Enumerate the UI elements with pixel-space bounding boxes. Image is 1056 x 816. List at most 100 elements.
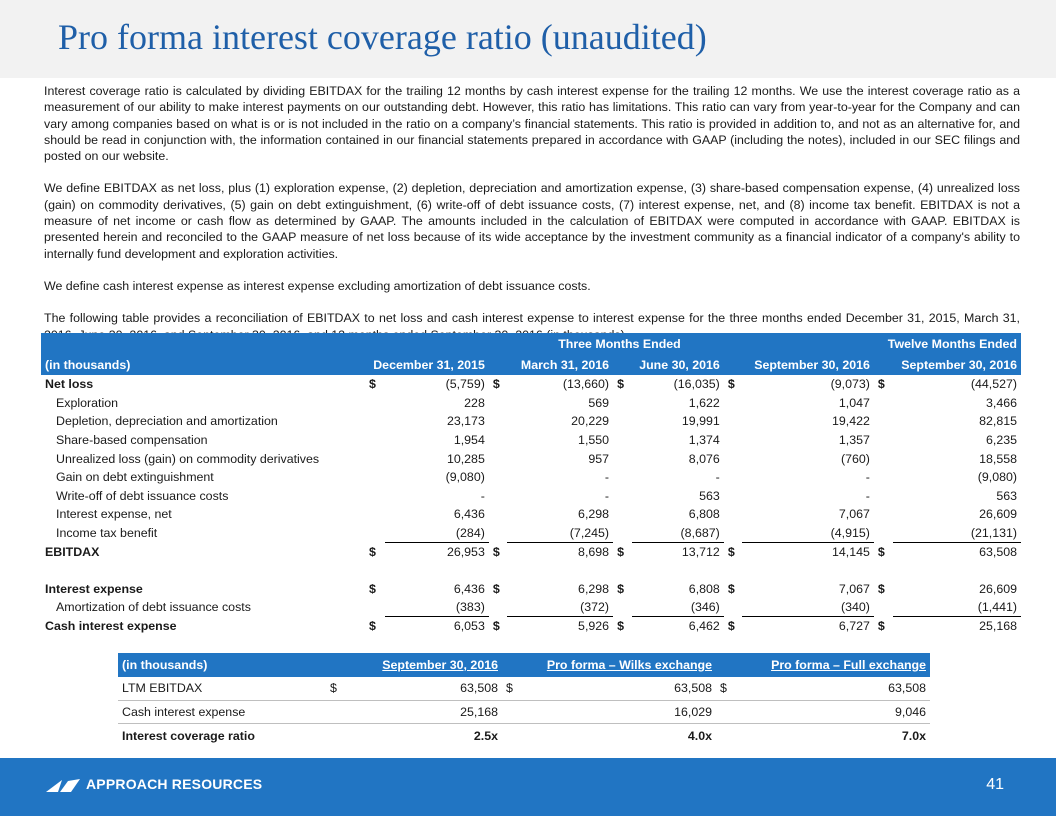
currency-symbol: [365, 468, 385, 487]
row-label: Amortization of debt issuance costs: [56, 600, 251, 615]
cell-value: 6,808: [688, 581, 720, 596]
cell-value: 16,029: [520, 700, 716, 724]
cell-value: (340): [840, 600, 870, 615]
column-header: December 31, 2015: [365, 354, 489, 375]
cell-value: 26,609: [979, 581, 1017, 596]
currency-symbol: [489, 505, 508, 524]
table-row: LTM EBITDAX $63,508 $63,508 $63,508: [118, 676, 930, 701]
row-label: Interest expense, net: [56, 507, 172, 522]
cell-value: 19,422: [832, 414, 870, 429]
cell-value: (8,687): [680, 525, 720, 540]
currency-symbol: $: [492, 581, 500, 596]
currency-symbol: [874, 598, 893, 617]
cell-value: (346): [690, 600, 720, 615]
cell-value: 1,954: [453, 433, 485, 448]
currency-symbol: $: [369, 377, 376, 392]
currency-symbol: [724, 394, 743, 413]
row-label: Gain on debt extinguishment: [56, 470, 214, 485]
table-row: Amortization of debt issuance costs (383)…: [41, 598, 1021, 617]
cell-value: 563: [699, 488, 720, 503]
cell-value: (44,527): [970, 377, 1017, 392]
currency-symbol: [874, 505, 893, 524]
table-row: Net loss $ (5,759) $ (13,660) $ (16,035) $ (9,07…: [41, 375, 1021, 394]
cell-value: 6,808: [688, 507, 720, 522]
cell-value: 563: [996, 488, 1017, 503]
currency-symbol: [365, 505, 385, 524]
table-row: Depletion, depreciation and amortization…: [41, 412, 1021, 431]
currency-symbol: [724, 431, 743, 450]
row-label: Exploration: [56, 395, 118, 410]
currency-symbol: [613, 431, 632, 450]
currency-symbol: [874, 412, 893, 431]
currency-symbol: [489, 468, 508, 487]
cell-value: 6,727: [742, 616, 874, 636]
ebitdax-reconciliation-table: Three Months Ended Twelve Months Ended (…: [41, 333, 1021, 636]
column-header-label: Pro forma – Wilks exchange: [546, 657, 712, 672]
currency-symbol: [716, 724, 734, 748]
currency-symbol: [489, 524, 508, 543]
currency-symbol: $: [617, 544, 624, 559]
cell-value: 26,609: [979, 507, 1017, 522]
currency-symbol: $: [727, 377, 735, 392]
currency-symbol: [365, 394, 385, 413]
table-row: Income tax benefit (284) (7,245) (8,687) (4,…: [41, 524, 1021, 543]
currency-symbol: [365, 449, 385, 468]
cell-value: 5,926: [507, 616, 614, 636]
unit-label: (in thousands): [41, 354, 366, 375]
table-row: Share-based compensation 1,954 1,550 1,374 1…: [41, 431, 1021, 450]
currency-symbol: [365, 431, 385, 450]
currency-symbol: $: [326, 676, 344, 701]
cell-value: -: [604, 470, 610, 485]
cell-value: 10,285: [446, 451, 485, 466]
group-header-twelve-months: Twelve Months Ended: [873, 333, 1021, 354]
cell-value: -: [865, 488, 870, 503]
cell-value: 63,508: [344, 676, 502, 701]
cell-value: 7,067: [838, 581, 870, 596]
row-label: Interest expense: [45, 581, 143, 596]
cell-value: 1,550: [578, 433, 610, 448]
cell-value: 26,953: [384, 541, 489, 561]
currency-symbol: [489, 449, 508, 468]
intro-text: Interest coverage ratio is calculated by…: [44, 83, 1020, 359]
cell-value: 1,357: [838, 433, 870, 448]
currency-symbol: [613, 487, 632, 506]
cell-value: 9,046: [734, 700, 930, 724]
table-row: EBITDAX $26,953 $8,698 $13,712 $14,145 $63,50…: [41, 541, 1021, 561]
column-header-label: September 30, 2016: [382, 657, 498, 672]
cell-value: 63,508: [520, 676, 716, 701]
cell-value: 957: [588, 451, 610, 466]
currency-symbol: [874, 487, 893, 506]
table-row: Write-off of debt issuance costs - - 563 - 56…: [41, 487, 1021, 506]
cell-value: (9,080): [977, 470, 1017, 485]
cell-value: 19,991: [681, 414, 720, 429]
currency-symbol: [326, 724, 344, 748]
currency-symbol: $: [877, 581, 885, 596]
cell-value: 7,067: [838, 507, 870, 522]
cell-value: 6,436: [453, 581, 485, 596]
currency-symbol: [613, 524, 632, 543]
spacer-row: [41, 561, 1021, 580]
currency-symbol: [874, 468, 893, 487]
cell-value: 20,229: [571, 414, 610, 429]
cell-value: 6,053: [384, 616, 489, 636]
cell-value: 25,168: [892, 616, 1021, 636]
intro-paragraph: Interest coverage ratio is calculated by…: [44, 84, 1020, 164]
cell-value: 8,076: [688, 451, 720, 466]
cell-value: 1,622: [688, 395, 720, 410]
currency-symbol: $: [369, 581, 376, 596]
currency-symbol: [874, 394, 893, 413]
column-header: June 30, 2016: [613, 354, 724, 375]
row-label: Write-off of debt issuance costs: [56, 488, 229, 503]
currency-symbol: $: [617, 581, 624, 596]
intro-paragraph: We define EBITDAX as net loss, plus (1) …: [44, 181, 1020, 261]
cell-value: 63,508: [734, 676, 930, 701]
column-header-label: Pro forma – Full exchange: [771, 657, 926, 672]
cell-value: 14,145: [742, 541, 874, 561]
currency-symbol: [613, 505, 632, 524]
cell-value: 63,508: [892, 541, 1021, 561]
cell-value: -: [604, 488, 610, 503]
row-label: LTM EBITDAX: [118, 676, 326, 701]
page-title: Pro forma interest coverage ratio (unaud…: [58, 17, 707, 57]
currency-symbol: $: [617, 377, 624, 392]
currency-symbol: [326, 700, 344, 724]
